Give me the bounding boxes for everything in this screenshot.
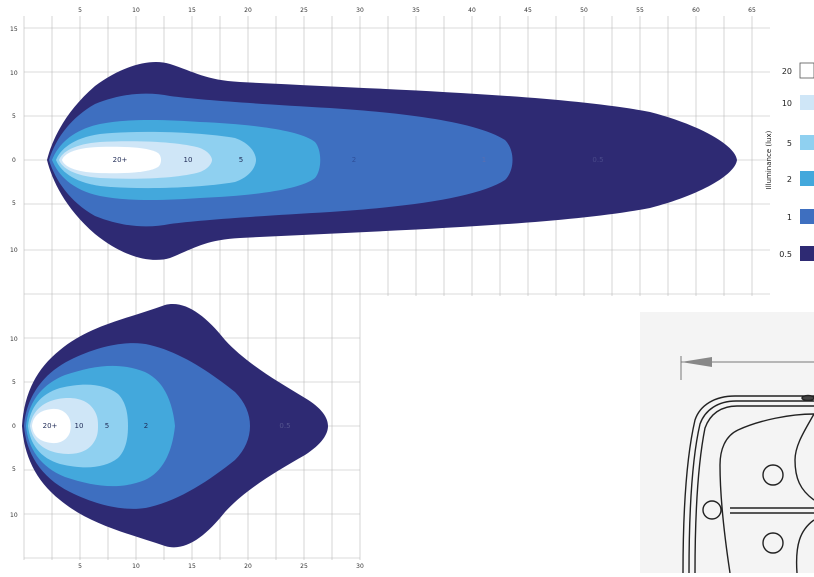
bottom-zone-labels: 20+ 10 5 2 0.5	[43, 422, 291, 430]
legend-title: Illuminance (lux)	[765, 130, 773, 189]
bottom-zone-label: 10	[75, 422, 84, 430]
bottom-x-tick: 10	[132, 563, 140, 570]
top-y-tick: 0	[12, 157, 16, 164]
top-y-ticks: 15 10 5 0 5 10	[10, 26, 18, 254]
legend-swatch	[800, 209, 814, 224]
lamp-outline-icon	[682, 394, 814, 574]
legend-label: 2	[787, 175, 792, 184]
top-x-tick: 20	[244, 7, 252, 14]
bottom-x-tick: 30	[356, 563, 364, 570]
bottom-zone-label: 5	[105, 422, 109, 430]
top-y-tick: 15	[10, 26, 18, 33]
top-zone-20	[62, 146, 161, 174]
bottom-beam-plot: 20+ 10 5 2 0.5 5 10 15 20 25 30 10 5 0 5…	[10, 296, 364, 570]
legend-swatch	[800, 171, 814, 186]
top-x-tick: 30	[356, 7, 364, 14]
bottom-x-ticks: 5 10 15 20 25 30	[78, 563, 364, 570]
top-x-ticks: 5 10 15 20 25 30 35 40 45 50 55 60 65	[78, 7, 756, 14]
illuminance-legend: Illuminance (lux) 20 10 5 2 1 0.5	[765, 62, 814, 261]
legend-swatch	[800, 246, 814, 261]
top-y-tick: 5	[12, 113, 16, 120]
top-zone-label: 10	[184, 156, 193, 164]
bottom-x-tick: 25	[300, 563, 308, 570]
top-x-tick: 35	[412, 7, 420, 14]
top-zone-label: 2	[352, 156, 356, 164]
legend-swatch	[799, 62, 814, 79]
bottom-y-tick: 5	[12, 379, 16, 386]
top-x-tick: 10	[132, 7, 140, 14]
top-zone-label: 0.5	[592, 156, 603, 164]
lamp-drawing	[640, 312, 814, 574]
legend-label: 5	[787, 139, 792, 148]
top-zone-labels: 20+ 10 5 2 1 0.5	[113, 156, 604, 164]
bottom-y-tick: 5	[12, 466, 16, 473]
top-x-tick: 5	[78, 7, 82, 14]
bottom-zone-label: 0.5	[279, 422, 290, 430]
legend-label: 10	[782, 99, 792, 108]
bottom-y-tick: 10	[10, 512, 18, 519]
top-beam-plot: 5 10 15 20 25 30 35 40 45 50 55 60 65 15…	[10, 7, 770, 296]
bottom-y-ticks: 10 5 0 5 10	[10, 336, 18, 519]
top-y-tick: 10	[10, 70, 18, 77]
bottom-zone-label: 20+	[43, 422, 58, 430]
top-x-tick: 40	[468, 7, 476, 14]
bottom-x-tick: 20	[244, 563, 252, 570]
bottom-zone-20	[32, 408, 71, 444]
bottom-zone-label: 2	[144, 422, 148, 430]
top-x-tick: 60	[692, 7, 700, 14]
bottom-x-tick: 15	[188, 563, 196, 570]
bottom-x-tick: 5	[78, 563, 82, 570]
dimension-arrow-icon	[680, 356, 814, 380]
legend-label: 1	[787, 213, 792, 222]
top-y-tick: 5	[12, 200, 16, 207]
top-x-tick: 15	[188, 7, 196, 14]
top-zone-label: 1	[482, 156, 486, 164]
top-x-tick: 65	[748, 7, 756, 14]
top-x-tick: 45	[524, 7, 532, 14]
drawing-panel	[640, 312, 814, 573]
top-x-tick: 25	[300, 7, 308, 14]
legend-label: 0.5	[779, 250, 792, 259]
legend-swatch	[800, 95, 814, 110]
top-zone-label: 20+	[113, 156, 128, 164]
legend-swatch	[800, 135, 814, 150]
bottom-y-tick: 0	[12, 423, 16, 430]
top-x-tick: 55	[636, 7, 644, 14]
top-zone-label: 5	[239, 156, 243, 164]
top-y-tick: 10	[10, 247, 18, 254]
legend-label: 20	[782, 67, 792, 76]
bottom-y-tick: 10	[10, 336, 18, 343]
top-x-tick: 50	[580, 7, 588, 14]
